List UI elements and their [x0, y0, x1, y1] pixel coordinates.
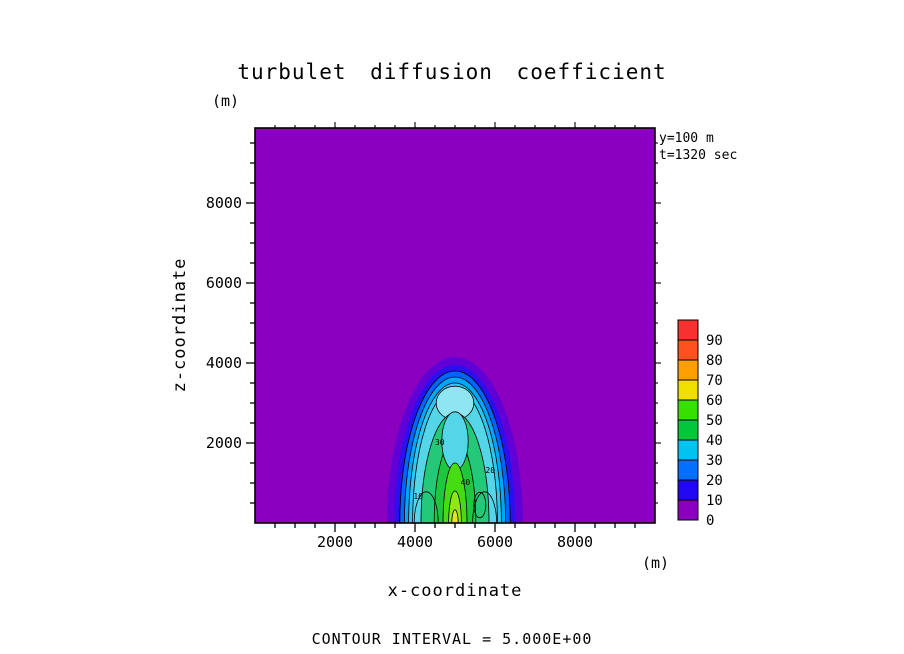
contour-level-30	[441, 411, 469, 471]
colorbar-cell-90	[677, 319, 699, 341]
y-axis-unit-label: (m)	[212, 92, 240, 110]
x-tick-label: 6000	[477, 533, 513, 551]
colorbar-cell-70	[677, 359, 699, 381]
annotation-time: t=1320 sec	[659, 148, 738, 163]
contour-line-label: 10	[413, 492, 423, 501]
annotation-plane: y=100 m	[659, 131, 714, 146]
colorbar-cell-20	[677, 459, 699, 481]
colorbar-tick-label: 20	[706, 473, 723, 489]
x-axis-unit-label: (m)	[642, 554, 670, 572]
contour-line-label: 40	[461, 478, 471, 487]
colorbar-cell-0	[677, 499, 699, 521]
colorbar: 0 10 20 30 40 50 60 70 80 90	[677, 319, 723, 529]
colorbar-cell-80	[677, 339, 699, 361]
colorbar-tick-label: 90	[706, 333, 723, 349]
contour-field: 30 20 10 40	[255, 128, 655, 523]
y-tick-label: 4000	[206, 354, 242, 372]
colorbar-cell-60	[677, 379, 699, 401]
contour-interval-label: CONTOUR INTERVAL = 5.000E+00	[311, 630, 593, 648]
colorbar-cell-30	[677, 439, 699, 461]
colorbar-tick-label: 80	[706, 353, 723, 369]
contour-level-55	[448, 490, 462, 523]
y-tick-label: 2000	[206, 434, 242, 452]
x-axis-title: x-coordinate	[387, 581, 523, 601]
colorbar-tick-label: 30	[706, 453, 723, 469]
colorbar-tick-label: 60	[706, 393, 723, 409]
colorbar-cell-40	[677, 419, 699, 441]
contour-line-label: 20	[485, 466, 495, 475]
y-tick-label: 6000	[206, 274, 242, 292]
y-axis-title: z-coordinate	[170, 257, 190, 393]
x-tick-label: 8000	[557, 533, 593, 551]
contour-line-label: 30	[435, 438, 445, 447]
colorbar-tick-label: 0	[706, 513, 714, 529]
colorbar-tick-label: 50	[706, 413, 723, 429]
y-tick-label: 8000	[206, 194, 242, 212]
x-tick-label: 4000	[397, 533, 433, 551]
colorbar-cell-50	[677, 399, 699, 421]
contour-line	[473, 491, 487, 519]
colorbar-tick-label: 70	[706, 373, 723, 389]
chart-title: turbulet diffusion coefficient	[237, 60, 667, 84]
x-tick-label: 2000	[317, 533, 353, 551]
colorbar-cell-10	[677, 479, 699, 501]
colorbar-tick-label: 10	[706, 493, 723, 509]
colorbar-tick-label: 40	[706, 433, 723, 449]
